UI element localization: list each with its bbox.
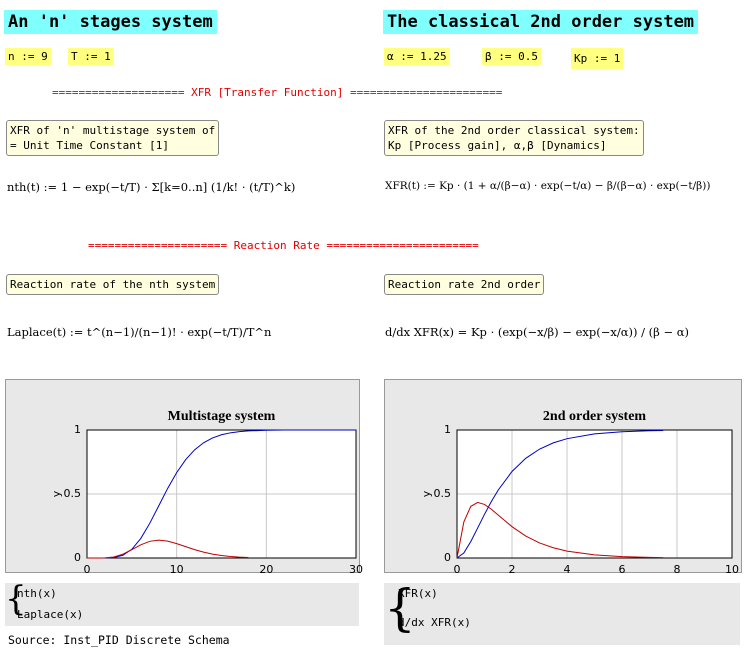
comment-line: = Unit Time Constant [1] [10, 139, 169, 152]
y-tick-label: 0.5 [64, 487, 82, 500]
brace: { [5, 579, 27, 619]
data-line [456, 501, 664, 559]
chart-title: 2nd order system [543, 409, 647, 424]
y-tick-label: 1 [444, 423, 451, 436]
x-tick-label: 8 [674, 563, 681, 576]
comment-line: XFR of 'n' multistage system of [10, 124, 216, 137]
section-title: The classical 2nd order system [383, 10, 699, 34]
legend: { XFR(x) d/dx XFR(x) [384, 579, 740, 645]
x-tick-label: 0 [454, 563, 461, 576]
section-title: An 'n' stages system [4, 10, 217, 34]
separator: ===================== Reaction Rate ====… [88, 239, 479, 252]
legend-entry: Laplace(x) [17, 608, 84, 621]
definition: β := 0.5 [482, 48, 541, 65]
y-tick-label: 0.5 [434, 487, 452, 500]
comment-line: Kp [Process gain], α,β [Dynamics] [388, 139, 607, 152]
y-tick-label: 0 [74, 551, 81, 564]
data-line [456, 430, 664, 559]
legend: { nth(x) Laplace(x) [5, 579, 359, 626]
plot-frame [456, 429, 733, 559]
formula: nth(t) := 1 − exp(−t/T) · Σ[k=0..n] (1/k… [7, 180, 296, 194]
x-tick-label: 10 [725, 563, 739, 576]
comment-line: Reaction rate 2nd order [388, 278, 541, 291]
formula: Laplace(t) := t^(n−1)/(n−1)! · exp(−t/T)… [7, 325, 272, 339]
y-tick-label: 1 [74, 423, 81, 436]
chart-title: Multistage system [168, 409, 276, 424]
source-note: Source: Inst_PID Discrete Schema [8, 633, 230, 647]
comment: Reaction rate of the nth system [6, 274, 220, 295]
y-tick-label: 0 [444, 551, 451, 564]
x-tick-label: 20 [260, 563, 274, 576]
definition: T := 1 [68, 48, 114, 65]
formula: XFR(t) := Kp · (1 + α/(β−α) · exp(−t/α) … [385, 180, 711, 192]
y-axis-label: y [420, 490, 433, 497]
separator: ==================== XFR [Transfer Funct… [52, 86, 503, 99]
legend-entry: nth(x) [17, 587, 57, 600]
data-line [87, 539, 249, 559]
brace: { [384, 579, 416, 637]
x-tick-label: 10 [170, 563, 184, 576]
comment: XFR of the 2nd order classical system: Kp… [384, 120, 644, 156]
legend-entry: XFR(x) [398, 587, 438, 600]
comment: XFR of 'n' multistage system of = Unit Ti… [6, 120, 220, 156]
x-tick-label: 6 [619, 563, 626, 576]
x-tick-label: 2 [509, 563, 516, 576]
legend-entry: d/dx XFR(x) [398, 616, 471, 629]
formula: d/dx XFR(x) = Kp · (exp(−x/β) − exp(−x/α… [385, 325, 689, 339]
definition: Kp := 1 [571, 48, 624, 69]
comment: Reaction rate 2nd order [384, 274, 545, 295]
data-line [87, 429, 357, 559]
x-tick-label: 30 [349, 563, 363, 576]
comment-line: XFR of the 2nd order classical system: [388, 124, 640, 137]
comment-line: Reaction rate of the nth system [10, 278, 216, 291]
x-tick-label: 0 [84, 563, 91, 576]
y-axis-label: y [50, 490, 63, 497]
plot-frame [86, 429, 357, 559]
definition: α := 1.25 [384, 48, 450, 65]
definition: n := 9 [5, 48, 51, 65]
x-tick-label: 4 [564, 563, 571, 576]
